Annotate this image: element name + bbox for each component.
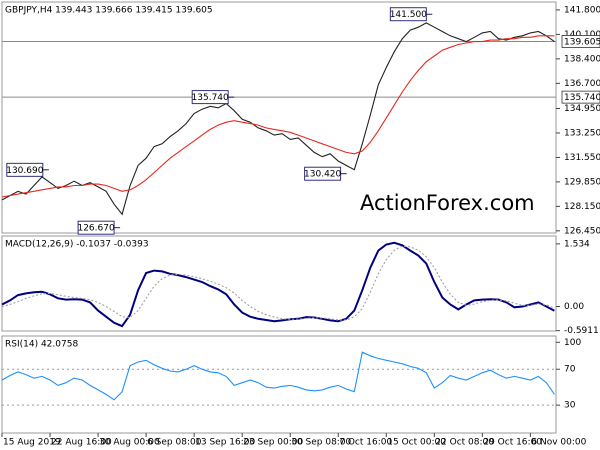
price-label-box	[561, 90, 600, 104]
x-tick-label: 23 Sep 00:00	[243, 438, 303, 448]
annotation-label: 126.670	[77, 224, 114, 234]
x-tick-label: 13 Sep 16:00	[195, 438, 255, 448]
annotation-box	[6, 162, 44, 177]
x-tick-label: 22 Aug 16:00	[51, 438, 112, 448]
y-tick-label: 131.550	[564, 153, 600, 163]
annotation-box	[77, 220, 115, 235]
series-line	[1, 245, 555, 321]
y-tick-label: 141.800	[564, 5, 600, 15]
y-tick-label: 133.250	[564, 128, 600, 138]
price-label: 135.740	[564, 93, 600, 103]
x-tick-label: 6 Nov 00:00	[531, 438, 586, 448]
series-line	[1, 22, 555, 216]
annotation-box	[389, 7, 427, 22]
x-tick-label: 6 Sep 08:00	[147, 438, 202, 448]
y-tick-label: 129.850	[564, 177, 600, 187]
annotation-label: 130.420	[304, 170, 341, 180]
annotation-label: 135.740	[192, 93, 229, 103]
y-tick-label: 1.534	[564, 239, 590, 249]
x-tick-label: 22 Oct 08:00	[435, 438, 494, 448]
panel-title: MACD(12,26,9) -0.1037 -0.0393	[5, 240, 149, 250]
y-tick-label: 0.00	[564, 302, 584, 312]
annotation-label: 130.690	[6, 166, 43, 176]
panel-title: RSI(14) 42.0758	[5, 340, 78, 350]
y-tick-label: 138.400	[564, 54, 600, 64]
y-tick-label: 100	[564, 338, 581, 348]
panel-frame	[1, 1, 557, 234]
price-label-box	[561, 35, 600, 48]
panel-title: GBPJPY,H4 139.443 139.666 139.415 139.60…	[5, 6, 213, 16]
y-tick-label: 136.700	[564, 79, 600, 89]
watermark: ActionForex.com	[360, 191, 535, 215]
panel-frame	[1, 235, 557, 332]
annotation-box	[304, 166, 342, 181]
y-tick-label: 70	[564, 365, 576, 375]
series-line	[1, 351, 555, 401]
y-tick-label: 140.100	[564, 30, 600, 40]
y-tick-label: 134.950	[564, 104, 600, 114]
x-tick-label: 7 Oct 16:00	[339, 438, 392, 448]
series-line	[1, 241, 555, 328]
annotation-box	[191, 90, 229, 105]
series-line	[1, 35, 555, 198]
x-tick-label: 15 Aug 2019	[3, 438, 61, 448]
x-tick-label: 29 Oct 16:00	[483, 438, 542, 448]
y-tick-label: 126.450	[564, 226, 600, 236]
panel-frame	[1, 335, 557, 434]
x-tick-label: 30 Aug 00:00	[99, 438, 160, 448]
x-tick-label: 30 Sep 08:00	[291, 438, 351, 448]
y-tick-label: 30	[564, 401, 576, 411]
annotation-label: 141.500	[390, 10, 427, 20]
y-tick-label: 128.150	[564, 202, 600, 212]
x-tick-label: 15 Oct 00:00	[387, 438, 446, 448]
price-label: 139.605	[564, 38, 600, 48]
y-tick-label: -0.5911	[564, 326, 599, 336]
